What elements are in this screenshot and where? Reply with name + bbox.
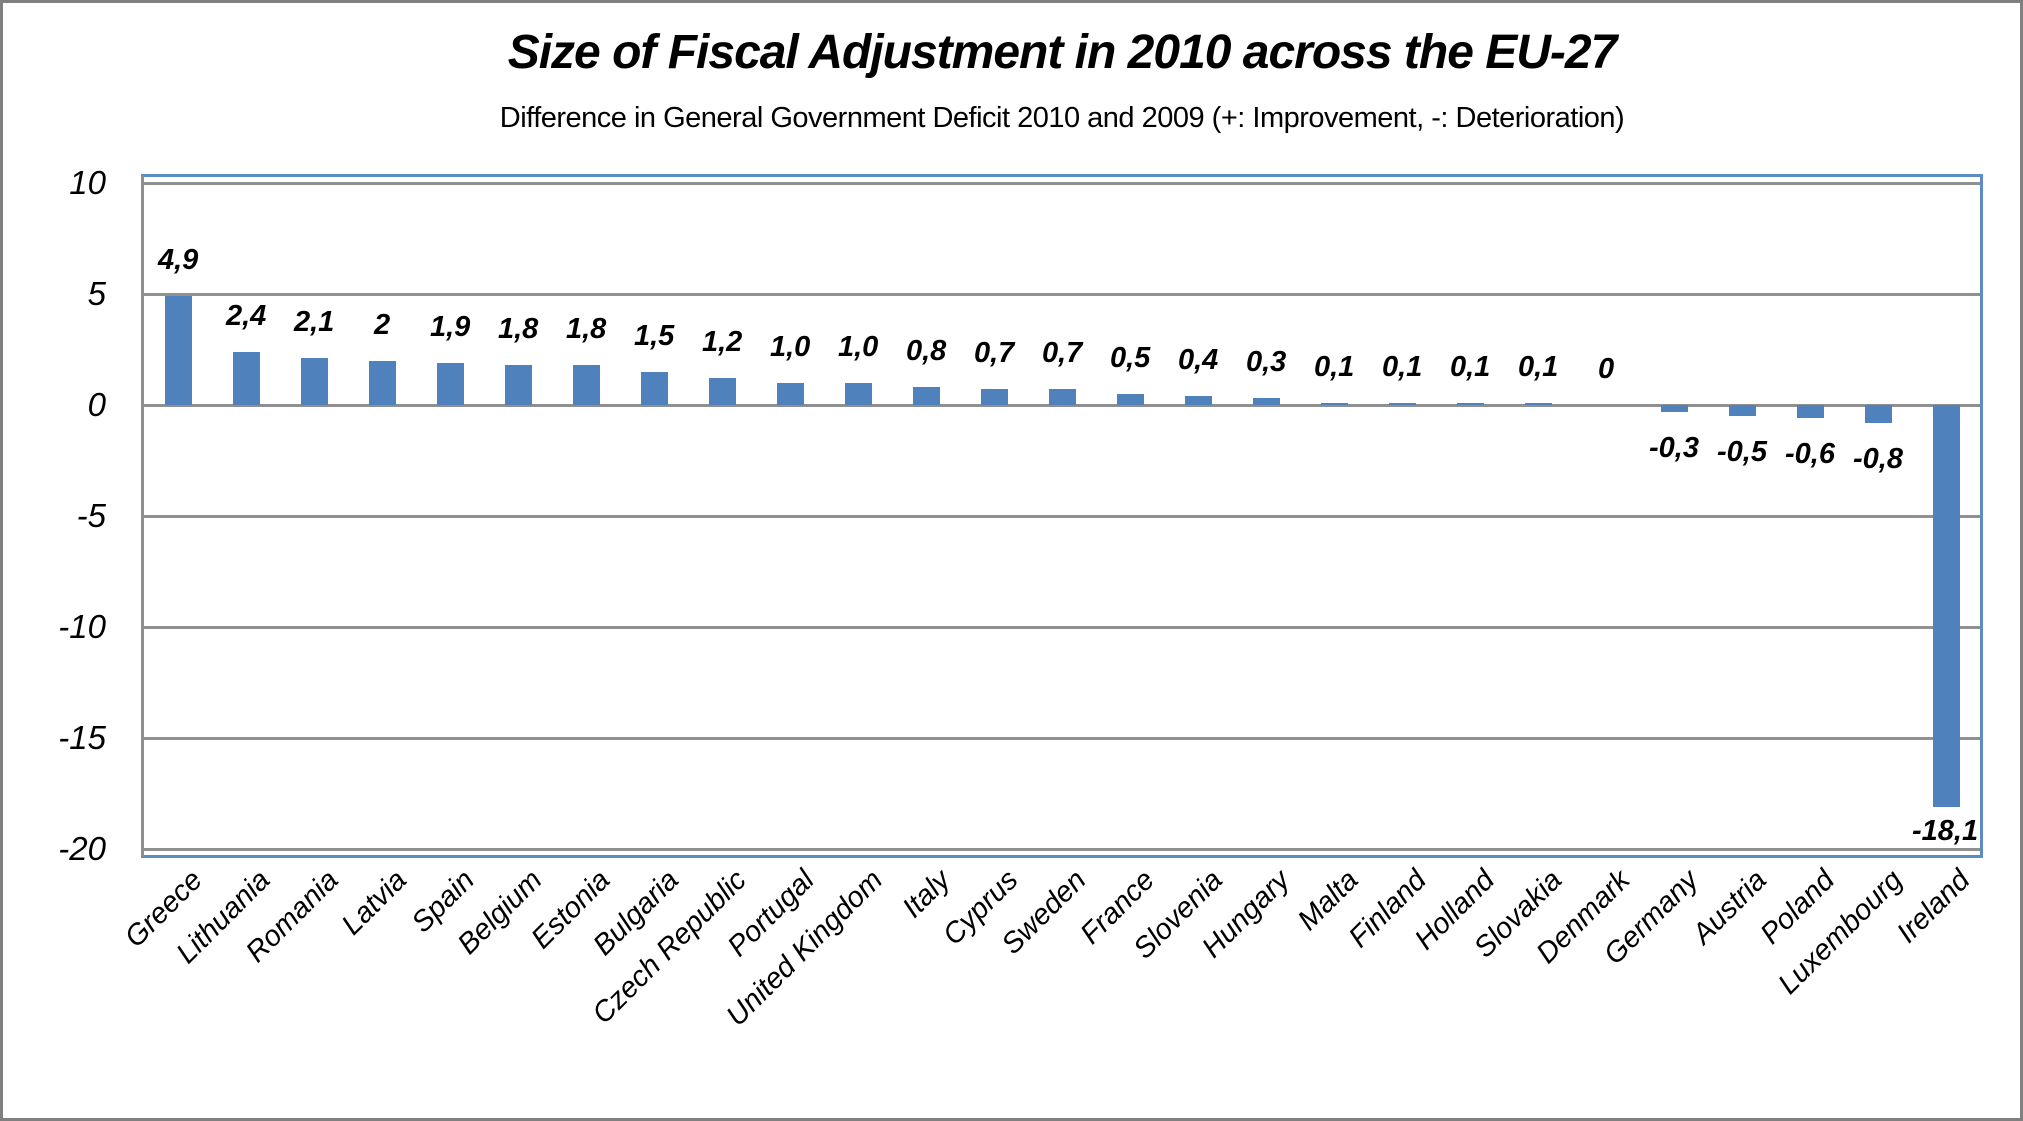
category-label: Latvia [335, 864, 413, 942]
value-label: 0 [1598, 353, 1615, 385]
value-label: 0,1 [1314, 350, 1355, 383]
bar [708, 378, 736, 405]
gridline [144, 847, 1980, 851]
value-label: -0,8 [1853, 442, 1903, 475]
bar [1252, 398, 1280, 405]
value-label: 0,7 [974, 337, 1015, 370]
gridline [144, 181, 1980, 185]
value-label: 1,5 [634, 319, 675, 352]
y-axis-tick-label: 10 [69, 164, 106, 201]
gridline [144, 403, 1980, 407]
value-label: 1,2 [702, 326, 743, 359]
bar [572, 365, 600, 405]
bar [1932, 405, 1960, 807]
bar [1660, 405, 1688, 412]
value-label: 0,1 [1518, 350, 1559, 383]
category-label: Austria [1686, 864, 1773, 951]
value-label: 2,1 [294, 306, 335, 339]
y-axis-tick-label: 5 [87, 275, 106, 312]
chart-title: Size of Fiscal Adjustment in 2010 across… [507, 26, 1618, 79]
y-axis-tick-label: -15 [58, 719, 106, 756]
value-label: 1,8 [498, 313, 539, 346]
bar [844, 382, 872, 405]
value-label: -0,6 [1785, 438, 1835, 471]
chart-subtitle: Difference in General Government Deficit… [499, 102, 1625, 134]
bar [1456, 402, 1484, 405]
gridline [144, 736, 1980, 740]
value-label: 0,1 [1382, 350, 1423, 383]
bar [1524, 402, 1552, 405]
bar [504, 365, 532, 405]
value-label: 0,8 [906, 335, 947, 368]
plot-area: 4,9 2,4 2,1 2 1,9 1,8 1,8 1,5 1,2 1,0 1,0 0,8 0,7 0,7… [141, 174, 1983, 858]
bar [232, 351, 260, 405]
value-label: 0,3 [1246, 346, 1287, 379]
bar [300, 358, 328, 405]
bar [1796, 405, 1824, 419]
value-label: 0,1 [1450, 350, 1491, 383]
value-label: 2,4 [226, 299, 267, 332]
value-label: 4,9 [158, 244, 199, 277]
bar [436, 362, 464, 405]
value-label: -18,1 [1912, 815, 1979, 847]
bar [1728, 405, 1756, 417]
bar [640, 371, 668, 405]
value-label: 0,5 [1110, 341, 1151, 374]
value-label: -0,5 [1717, 436, 1767, 469]
y-axis-tick-label: -5 [76, 497, 106, 534]
bar [1388, 402, 1416, 405]
category-label: Ireland [1891, 864, 1977, 950]
bar [1320, 402, 1348, 405]
bar [164, 296, 192, 405]
y-axis-tick-label: 0 [87, 386, 106, 423]
bar [776, 382, 804, 405]
value-label: 1,8 [566, 313, 607, 346]
gridline [144, 625, 1980, 629]
bar [912, 387, 940, 405]
bar [1184, 396, 1212, 405]
value-label: 2 [374, 308, 391, 341]
y-axis-tick-label: -20 [58, 830, 106, 867]
value-label: 1,0 [770, 330, 811, 363]
bar [1116, 393, 1144, 405]
value-label: 1,9 [430, 310, 471, 343]
gridline [144, 514, 1980, 518]
value-label: 0,4 [1178, 344, 1219, 377]
value-label: 0,7 [1042, 337, 1083, 370]
category-label: Italy [896, 864, 957, 925]
bar [1864, 405, 1892, 423]
value-label: 1,0 [838, 330, 879, 363]
bar [980, 389, 1008, 405]
bar [368, 360, 396, 405]
value-label: -0,3 [1649, 431, 1699, 464]
gridline [144, 292, 1980, 296]
bar [1048, 389, 1076, 405]
y-axis-tick-label: -10 [58, 608, 106, 645]
